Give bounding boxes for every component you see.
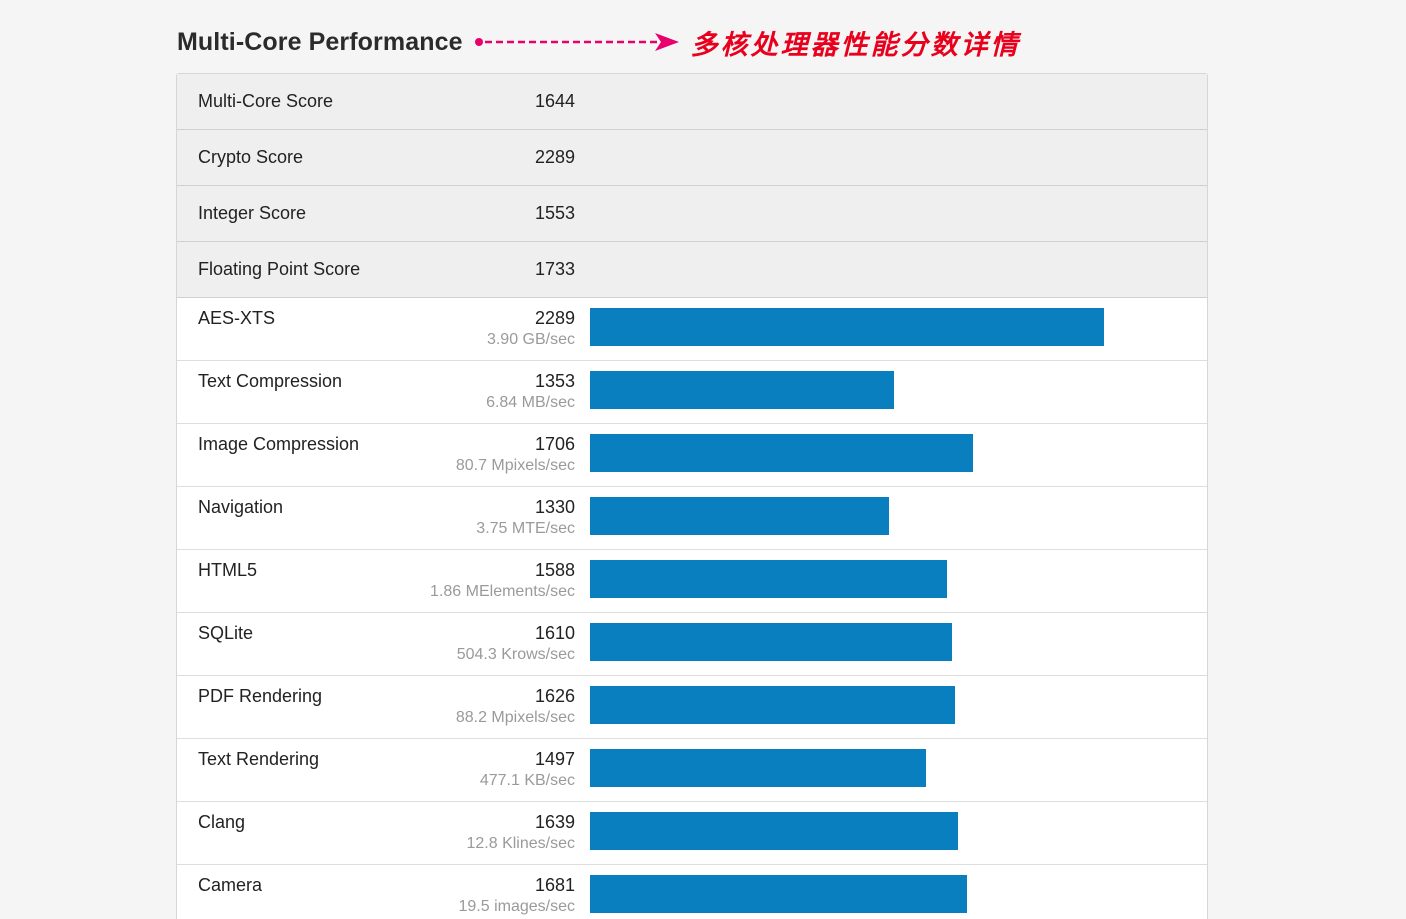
benchmark-row-text-compression: Text Compression 1353 6.84 MB/sec <box>177 361 1207 424</box>
benchmark-row-text-rendering: Text Rendering 1497 477.1 KB/sec <box>177 739 1207 802</box>
row-score: 1353 <box>534 371 575 391</box>
row-rate: 1.86 MElements/sec <box>430 583 575 600</box>
score-bar <box>590 686 955 724</box>
benchmark-row-navigation: Navigation 1330 3.75 MTE/sec <box>177 487 1207 550</box>
row-score: 1681 <box>534 875 575 895</box>
row-rate: 19.5 images/sec <box>458 898 575 915</box>
row-rate: 12.8 Klines/sec <box>466 835 575 852</box>
score-bar <box>590 623 952 661</box>
summary-row-crypto: Crypto Score 2289 <box>177 130 1207 186</box>
row-rate: 88.2 Mpixels/sec <box>455 709 575 726</box>
score-bar <box>590 308 1104 346</box>
section-title: Multi-Core Performance <box>177 27 463 56</box>
row-score: 1644 <box>534 91 575 111</box>
row-score: 1706 <box>534 434 575 454</box>
row-score: 1588 <box>534 560 575 580</box>
score-bar <box>590 497 889 535</box>
row-score: 1330 <box>534 497 575 517</box>
row-label: Text Rendering <box>198 749 320 769</box>
row-label: Multi-Core Score <box>198 91 334 111</box>
row-label: SQLite <box>198 623 254 643</box>
summary-row-multi-core: Multi-Core Score 1644 <box>177 74 1207 130</box>
row-label: Floating Point Score <box>198 259 361 279</box>
row-label: HTML5 <box>198 560 258 580</box>
row-rate: 3.75 MTE/sec <box>476 520 575 537</box>
benchmark-row-pdf-rendering: PDF Rendering 1626 88.2 Mpixels/sec <box>177 676 1207 739</box>
row-label: Clang <box>198 812 246 832</box>
row-score: 1610 <box>534 623 575 643</box>
benchmark-row-image-compression: Image Compression 1706 80.7 Mpixels/sec <box>177 424 1207 487</box>
row-score: 2289 <box>534 308 575 328</box>
row-label: Text Compression <box>198 371 343 391</box>
benchmark-row-clang: Clang 1639 12.8 Klines/sec <box>177 802 1207 865</box>
row-label: Integer Score <box>198 203 307 223</box>
row-rate: 6.84 MB/sec <box>486 394 575 411</box>
row-label: Crypto Score <box>198 147 304 167</box>
row-score: 1639 <box>534 812 575 832</box>
annotation-text: 多核处理器性能分数详情 <box>690 29 1021 61</box>
row-label: Navigation <box>198 497 284 517</box>
summary-row-integer: Integer Score 1553 <box>177 186 1207 242</box>
row-score: 1733 <box>534 259 575 279</box>
row-rate: 80.7 Mpixels/sec <box>455 457 575 474</box>
benchmark-row-aes-xts: AES-XTS 2289 3.90 GB/sec <box>177 298 1207 361</box>
score-bar <box>590 749 926 787</box>
row-label: Image Compression <box>198 434 360 454</box>
row-score: 1497 <box>534 749 575 769</box>
row-rate: 504.3 Krows/sec <box>456 646 575 663</box>
benchmark-row-html5: HTML5 1588 1.86 MElements/sec <box>177 550 1207 613</box>
section-header: Multi-Core Performance 多核处理器性能分数详情 <box>177 22 1021 62</box>
row-label: PDF Rendering <box>198 686 323 706</box>
benchmark-row-sqlite: SQLite 1610 504.3 Krows/sec <box>177 613 1207 676</box>
arrow-icon <box>474 33 679 51</box>
row-score: 1553 <box>534 203 575 223</box>
score-bar <box>590 560 947 598</box>
row-rate: 477.1 KB/sec <box>479 772 575 789</box>
row-rate: 3.90 GB/sec <box>486 331 575 348</box>
benchmark-row-camera: Camera 1681 19.5 images/sec <box>177 865 1207 919</box>
row-score: 1626 <box>534 686 575 706</box>
score-bar <box>590 875 967 913</box>
row-label: AES-XTS <box>198 308 276 328</box>
row-score: 2289 <box>534 147 575 167</box>
benchmark-table: Multi-Core Score 1644 Crypto Score 2289 … <box>176 73 1208 919</box>
score-bar <box>590 371 894 409</box>
row-label: Camera <box>198 875 263 895</box>
score-bar <box>590 434 973 472</box>
score-bar <box>590 812 958 850</box>
summary-row-floating-point: Floating Point Score 1733 <box>177 242 1207 298</box>
